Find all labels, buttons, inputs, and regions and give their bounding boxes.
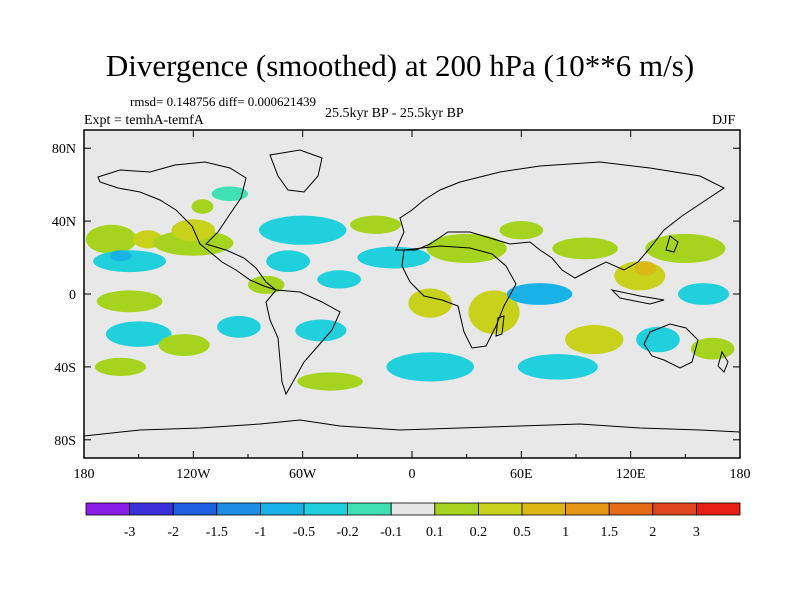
coastline-eurasia	[395, 161, 725, 279]
colorbar-label-7: 0.1	[426, 525, 444, 540]
rmsd-diff-text: rmsd= 0.148756 diff= 0.000621439	[130, 94, 316, 109]
y-tick-label-0: 80N	[52, 142, 76, 157]
map-background	[84, 130, 740, 458]
field-blob-28	[636, 326, 680, 353]
colorbar-swatch-3	[216, 502, 261, 516]
field-blob-5	[96, 290, 163, 313]
colorbar-swatch-9	[477, 502, 523, 516]
field-blob-6	[105, 321, 172, 347]
colorbar-label-1: -2	[167, 525, 179, 540]
field-blob-34	[517, 354, 598, 380]
y-tick-label-3: 40S	[54, 361, 76, 376]
x-tick-label-3: 0	[409, 467, 416, 482]
x-tick-label-4: 60E	[510, 467, 533, 482]
colorbar-swatch-0	[85, 502, 130, 516]
colorbar-label-6: -0.1	[380, 525, 402, 540]
colorbar-label-3: -1	[255, 525, 267, 540]
colorbar-swatch-12	[608, 502, 654, 516]
coastline-south-america	[265, 289, 341, 396]
field-blob-16	[297, 372, 363, 391]
field-blob-7	[158, 334, 210, 356]
coastlines	[84, 149, 740, 437]
colorbar-swatch-8	[434, 502, 479, 516]
field-blob-8	[217, 315, 261, 338]
colorbar-label-9: 0.5	[513, 525, 531, 540]
colorbar-swatch-10	[521, 502, 566, 516]
colorbar-label-10: 1	[562, 525, 569, 540]
colorbar-swatch-1	[129, 502, 174, 516]
coastline-antarctica	[84, 419, 740, 437]
field-blob-0	[85, 224, 137, 254]
field-blob-22	[386, 352, 474, 382]
divergence-field	[85, 186, 735, 391]
field-blob-13	[248, 275, 285, 294]
field-blob-35	[94, 357, 146, 376]
coastline-australia	[643, 323, 699, 369]
field-blob-32	[211, 186, 248, 202]
y-tick-label-1: 40N	[52, 215, 76, 230]
colorbar: -3 -2 -1.5 -1 -0.5 -0.2 -0.1 0.1 0.2 0.5 1 1.5 2 3	[85, 502, 741, 540]
coastline-japan	[665, 235, 679, 253]
field-blob-30	[678, 283, 730, 305]
y-axis-ticks: 80N 40N 0 40S 80S	[52, 142, 740, 449]
period-label: 25.5kyr BP - 25.5kyr BP	[325, 106, 464, 121]
colorbar-swatch-4	[259, 502, 305, 516]
experiment-label: Expt = temhA-temfA	[84, 113, 204, 128]
season-label: DJF	[712, 113, 736, 128]
field-blob-10	[266, 250, 310, 273]
field-blob-11	[258, 215, 347, 245]
field-blob-20	[426, 233, 507, 264]
colorbar-label-12: 2	[649, 525, 656, 540]
field-blob-23	[506, 283, 573, 305]
colorbar-label-11: 1.5	[600, 525, 618, 540]
colorbar-label-8: 0.2	[470, 525, 488, 540]
x-axis-ticks: 180 120W 60W 0 60E 120E 180	[74, 130, 751, 482]
field-blob-17	[350, 215, 402, 234]
coastline-north-america	[97, 161, 277, 291]
colorbar-swatch-11	[565, 502, 610, 516]
field-blob-33	[499, 221, 544, 240]
x-tick-label-0: 180	[74, 467, 95, 482]
field-blob-14	[317, 270, 361, 289]
chart-title: Divergence (smoothed) at 200 hPa (10**6 …	[105, 48, 695, 83]
coastline-indonesia	[610, 289, 665, 305]
x-tick-label-2: 60W	[289, 467, 317, 482]
colorbar-swatch-2	[172, 502, 218, 516]
field-blob-19	[408, 288, 453, 318]
colorbar-swatch-13	[652, 502, 697, 516]
x-tick-label-5: 120E	[616, 467, 646, 482]
field-blob-27	[634, 261, 657, 276]
field-blob-2	[109, 250, 132, 262]
coastline-madagascar	[495, 315, 505, 337]
colorbar-swatch-6	[347, 502, 392, 516]
field-blob-15	[295, 319, 347, 342]
field-blob-18	[357, 246, 431, 269]
colorbar-swatch-5	[303, 502, 348, 516]
colorbar-label-0: -3	[124, 525, 136, 540]
coastline-greenland	[269, 149, 323, 193]
coastline-africa	[401, 245, 517, 349]
field-blob-29	[645, 233, 726, 264]
colorbar-label-5: -0.2	[337, 525, 359, 540]
colorbar-label-2: -1.5	[206, 525, 228, 540]
field-blob-24	[552, 237, 618, 260]
x-tick-label-6: 180	[730, 467, 751, 482]
colorbar-swatch-7	[390, 502, 436, 516]
y-tick-label-4: 80S	[54, 434, 76, 449]
field-blob-25	[565, 324, 624, 355]
colorbar-label-4: -0.5	[293, 525, 315, 540]
colorbar-swatch-14	[696, 502, 741, 516]
y-tick-label-2: 0	[69, 288, 76, 303]
coastline-new-zealand	[717, 350, 729, 373]
x-tick-label-1: 120W	[176, 467, 211, 482]
colorbar-label-13: 3	[693, 525, 700, 540]
field-blob-12	[191, 199, 214, 214]
